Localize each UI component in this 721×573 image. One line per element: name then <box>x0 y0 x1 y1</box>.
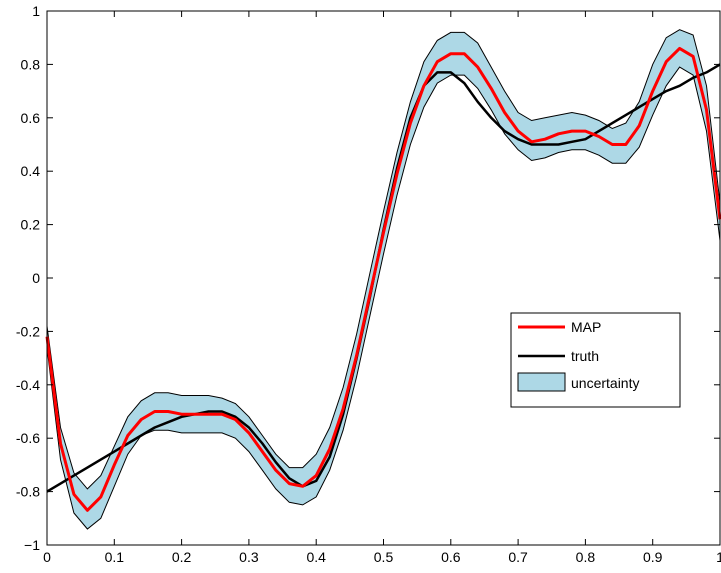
y-tick-label: 0 <box>32 270 40 286</box>
y-tick-label: -0.6 <box>16 430 40 446</box>
y-tick-label: 0.4 <box>21 163 41 179</box>
x-tick-label: 0.5 <box>374 549 394 565</box>
tick-layer: 0 0.1 0.2 0.3 0.4 0.5 0.6 0.7 0.8 0.9 1 −1 -0.8 -0.6 -… <box>16 3 721 565</box>
x-tick-label: 1 <box>716 549 721 565</box>
x-tick-label: 0.1 <box>105 549 125 565</box>
x-tick-label: 0.4 <box>306 549 326 565</box>
series-layer <box>45 46 721 512</box>
uncertainty-band-layer <box>46 29 721 530</box>
legend: MAP truth uncertainty <box>510 312 681 408</box>
legend-label-truth: truth <box>571 348 599 364</box>
y-tick-label: 0.6 <box>21 110 41 126</box>
x-tick-label: 0.7 <box>508 549 528 565</box>
x-tick-label: 0.2 <box>172 549 192 565</box>
legend-swatch-uncertainty <box>517 372 566 392</box>
legend-label-map: MAP <box>571 319 601 335</box>
x-tick-label: 0.3 <box>239 549 259 565</box>
x-tick-label: 0 <box>43 549 51 565</box>
uncertainty-band <box>46 29 721 530</box>
x-tick-label: 0.9 <box>643 549 663 565</box>
x-tick-label: 0.6 <box>441 549 461 565</box>
y-tick-label: -0.2 <box>16 323 40 339</box>
series-line-map <box>45 46 721 512</box>
y-tick-label: 1 <box>32 3 40 19</box>
y-tick-label: 0.2 <box>21 217 41 233</box>
y-tick-label: -0.4 <box>16 377 40 393</box>
y-tick-label: 0.8 <box>21 56 41 72</box>
legend-label-uncertainty: uncertainty <box>571 375 639 391</box>
x-tick-label: 0.8 <box>576 549 596 565</box>
y-tick-label: −1 <box>24 537 40 553</box>
axes-frame <box>46 10 721 546</box>
y-tick-label: -0.8 <box>16 484 40 500</box>
